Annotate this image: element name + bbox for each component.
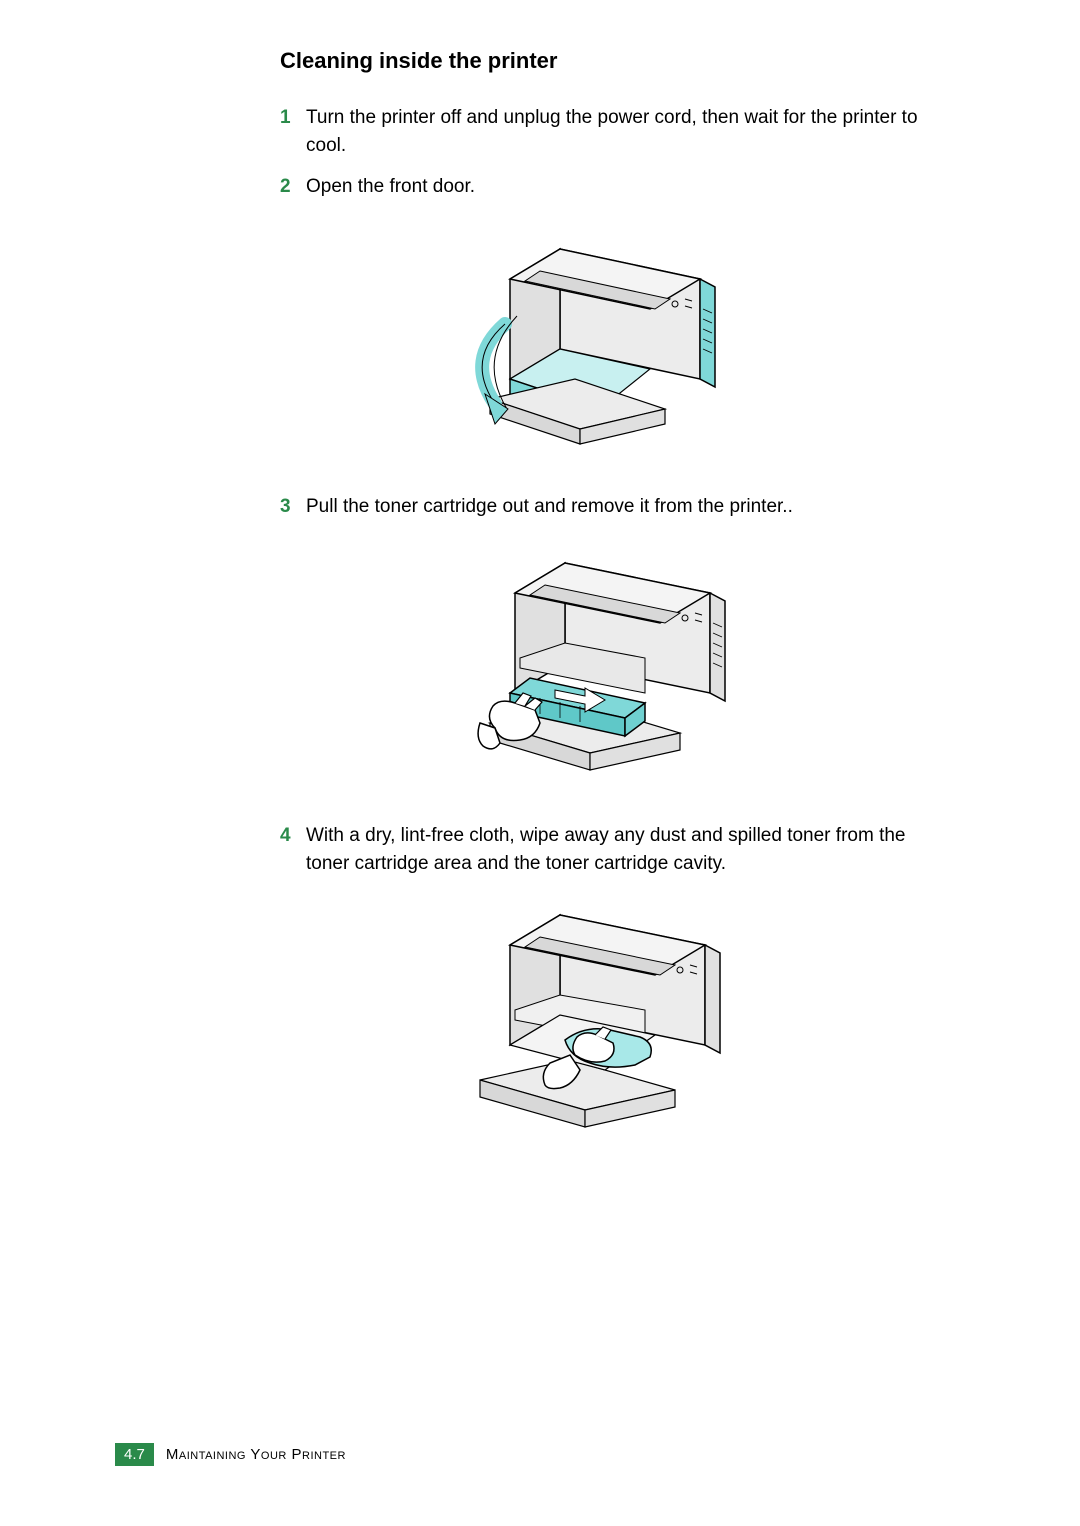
page-number-badge: 4.7 [115,1443,154,1466]
chapter-name: Maintaining Your Printer [166,1446,346,1463]
step-1: 1 Turn the printer off and unplug the po… [280,104,920,159]
step-4: 4 With a dry, lint-free cloth, wipe away… [280,822,920,877]
step-number: 1 [280,104,306,132]
step-3: 3 Pull the toner cartridge out and remov… [280,493,920,521]
step-number: 2 [280,173,306,201]
printer-open-door-icon [450,209,750,469]
step-number: 3 [280,493,306,521]
illustration-remove-cartridge [280,528,920,798]
illustration-wipe-cloth [280,885,920,1145]
section-heading: Cleaning inside the printer [280,48,920,74]
step-text: Pull the toner cartridge out and remove … [306,493,793,521]
step-text: Open the front door. [306,173,475,201]
illustration-open-door [280,209,920,469]
step-2: 2 Open the front door. [280,173,920,201]
page-content: Cleaning inside the printer 1 Turn the p… [280,48,920,1169]
step-text: With a dry, lint-free cloth, wipe away a… [306,822,920,877]
step-number: 4 [280,822,306,850]
step-text: Turn the printer off and unplug the powe… [306,104,920,159]
printer-remove-cartridge-icon [445,528,755,798]
page-footer: 4.7 Maintaining Your Printer [115,1443,346,1466]
printer-wipe-icon [445,885,755,1145]
